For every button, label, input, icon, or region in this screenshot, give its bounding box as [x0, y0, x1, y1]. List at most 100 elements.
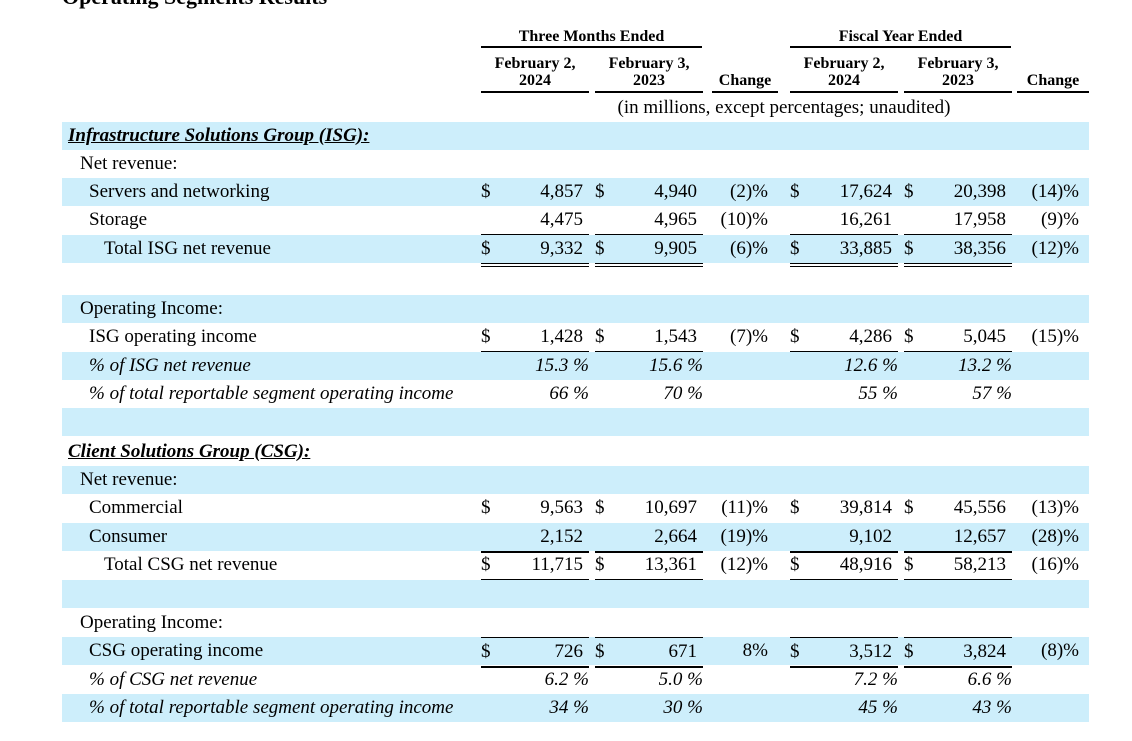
row-band [62, 580, 1089, 608]
cell-value: 9,563 [540, 497, 583, 518]
cell-value: 66 % [549, 383, 589, 404]
cell-value: 13,361 [644, 554, 697, 575]
row-band [62, 235, 1089, 263]
change-value: (2)% [730, 181, 768, 202]
table-row-commercial: Commercial $9,563 $10,697 (11)% $39,814 $45,5… [62, 494, 1089, 522]
cell-value: 4,475 [540, 209, 583, 230]
row-label: Net revenue: [80, 153, 178, 174]
table-row-isg-operating-income: ISG operating income $1,428 $1,543 (7)% $4,2… [62, 323, 1089, 353]
row-label: Storage [89, 209, 148, 230]
value-cell: $4,286 [790, 323, 898, 353]
value-cell: $11,715 [481, 551, 589, 583]
cell-value: 20,398 [953, 181, 1006, 202]
value-cell: 7.2 % [790, 666, 898, 694]
change-value: (6)% [730, 238, 768, 259]
header-tm-change: Change [712, 72, 778, 93]
value-cell: 45 % [790, 694, 898, 722]
change-value: (11)% [721, 497, 768, 518]
value-cell: $671 [595, 637, 703, 668]
dollar-sign: $ [595, 181, 605, 202]
cell-value: 30 % [663, 697, 703, 718]
dollar-sign: $ [790, 181, 800, 202]
table-row-net-revenue: Net revenue: [62, 466, 1089, 494]
table-row-operating-income: Operating Income: [62, 609, 1089, 637]
value-cell: $3,824 [904, 637, 1012, 668]
row-band [62, 523, 1089, 551]
cell-value: 2,664 [654, 526, 697, 547]
header-tm-feb-2-2024: February 2, 2024 [481, 55, 589, 93]
row-band [62, 408, 1089, 436]
table-row-operating-income: Operating Income: [62, 295, 1089, 323]
dollar-sign: $ [790, 554, 800, 575]
cell-value: 17,958 [953, 209, 1006, 230]
cell-value: 3,512 [849, 641, 892, 662]
dollar-sign: $ [481, 554, 491, 575]
row-label: Client Solutions Group (CSG): [68, 441, 311, 462]
dollar-sign: $ [790, 641, 800, 662]
row-label: % of ISG net revenue [89, 355, 251, 376]
change-value: (19)% [720, 526, 768, 547]
value-cell: $17,624 [790, 178, 898, 206]
change-value: 8% [742, 640, 768, 661]
change-value: (10)% [720, 209, 768, 230]
header-tm-feb-3-2023: February 3, 2023 [595, 55, 703, 93]
table-row-servers-and-networking: Servers and networking $4,857 $4,940 (2)% $1… [62, 178, 1089, 206]
cell-value: 7.2 % [853, 669, 898, 690]
dollar-sign: $ [904, 554, 914, 575]
cell-value: 9,102 [849, 526, 892, 547]
row-band [62, 694, 1089, 722]
cell-value: 15.6 % [649, 355, 703, 376]
value-cell: $9,905 [595, 235, 703, 267]
value-cell: 5.0 % [595, 666, 703, 694]
value-cell: $4,940 [595, 178, 703, 206]
cell-value: 70 % [663, 383, 703, 404]
value-cell: 4,475 [481, 206, 589, 236]
cell-value: 13.2 % [958, 355, 1012, 376]
cell-value: 9,332 [540, 238, 583, 259]
cell-value: 4,965 [654, 209, 697, 230]
cell-value: 6.6 % [967, 669, 1012, 690]
dollar-sign: $ [790, 326, 800, 347]
row-label: ISG operating income [89, 326, 257, 347]
value-cell: 2,664 [595, 523, 703, 553]
dollar-sign: $ [904, 238, 914, 259]
cell-value: 671 [668, 641, 698, 662]
value-cell: 15.6 % [595, 352, 703, 380]
header-line: 2023 [942, 72, 974, 89]
value-cell: $4,857 [481, 178, 589, 206]
cell-value: 12,657 [953, 526, 1006, 547]
cell-value: 38,356 [953, 238, 1006, 259]
cell-value: 15.3 % [535, 355, 589, 376]
value-cell: $39,814 [790, 494, 898, 522]
change-value: (9)% [1041, 209, 1079, 230]
row-band [62, 263, 1089, 291]
header-line: February 2, [494, 55, 576, 72]
header-line: 2023 [633, 72, 665, 89]
row-label: % of CSG net revenue [89, 669, 258, 690]
dollar-sign: $ [595, 238, 605, 259]
header-fy-feb-2-2024: February 2, 2024 [790, 55, 898, 93]
row-label: Servers and networking [89, 181, 270, 202]
dollar-sign: $ [904, 641, 914, 662]
dollar-sign: $ [595, 554, 605, 575]
cell-value: 10,697 [644, 497, 697, 518]
table-row-csg-operating-income: CSG operating income $726 $671 8% $3,512 $3,8… [62, 637, 1089, 668]
value-cell: 4,965 [595, 206, 703, 236]
header-three-months-ended: Three Months Ended [481, 28, 702, 48]
value-cell: $726 [481, 637, 589, 668]
units-note: (in millions, except percentages; unaudi… [617, 97, 951, 118]
value-cell: $10,697 [595, 494, 703, 522]
row-label: Net revenue: [80, 469, 178, 490]
dollar-sign: $ [595, 326, 605, 347]
cell-value: 57 % [972, 383, 1012, 404]
dollar-sign: $ [481, 238, 491, 259]
dollar-sign: $ [481, 181, 491, 202]
table-row-net-revenue: Net revenue: [62, 150, 1089, 178]
table-row-of-total-reportable-segment-operating-income: % of total reportable segment operating … [62, 380, 1089, 408]
change-value: (28)% [1031, 526, 1079, 547]
header-fiscal-year-ended: Fiscal Year Ended [790, 28, 1011, 48]
cell-value: 3,824 [963, 641, 1006, 662]
header-line: 2024 [519, 72, 551, 89]
change-value: (12)% [720, 554, 768, 575]
row-band [62, 352, 1089, 380]
